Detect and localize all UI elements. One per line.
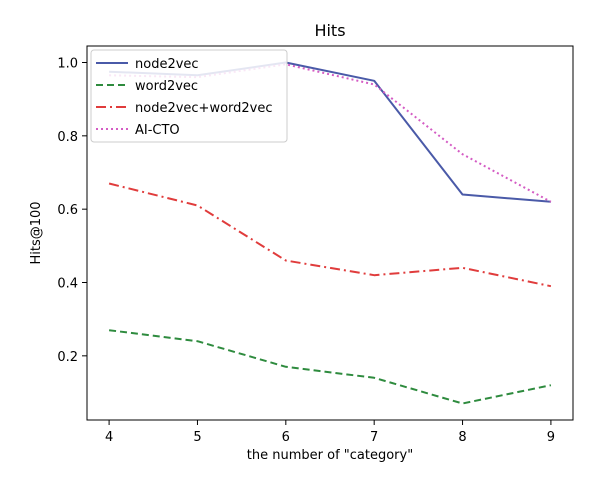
x-tick-label: 7: [370, 430, 378, 445]
legend: node2vec word2vec node2vec+word2vec AI-CTO: [90, 49, 288, 143]
y-tick-label: 0.4: [57, 277, 78, 292]
legend-label: word2vec: [135, 79, 198, 94]
series-line-word2vec: [108, 329, 552, 405]
x-axis-ticks: 4 5 6 7 8 9: [105, 420, 555, 445]
x-tick-label: 5: [193, 430, 201, 445]
legend-label: AI-CTO: [135, 123, 180, 138]
y-tick-label: 0.2: [57, 350, 78, 365]
x-tick-label: 9: [547, 430, 555, 445]
x-tick-label: 4: [105, 430, 113, 445]
legend-label: node2vec+word2vec: [135, 101, 273, 116]
y-tick-label: 0.6: [57, 203, 78, 218]
y-tick-label: 1.0: [57, 57, 78, 72]
y-tick-label: 0.8: [57, 130, 78, 145]
legend-label: node2vec: [135, 57, 199, 72]
x-tick-label: 6: [282, 430, 290, 445]
chart-title: Hits: [314, 21, 345, 40]
legend-box: [90, 49, 288, 143]
x-tick-label: 8: [458, 430, 466, 445]
y-axis-ticks: 0.2 0.4 0.6 0.8 1.0: [57, 57, 87, 365]
y-axis-label: Hits@100: [29, 201, 44, 264]
series-line-node2vec-word2vec: [108, 182, 552, 288]
plot-frame: [86, 45, 574, 421]
x-axis-label: the number of "category": [247, 448, 413, 463]
